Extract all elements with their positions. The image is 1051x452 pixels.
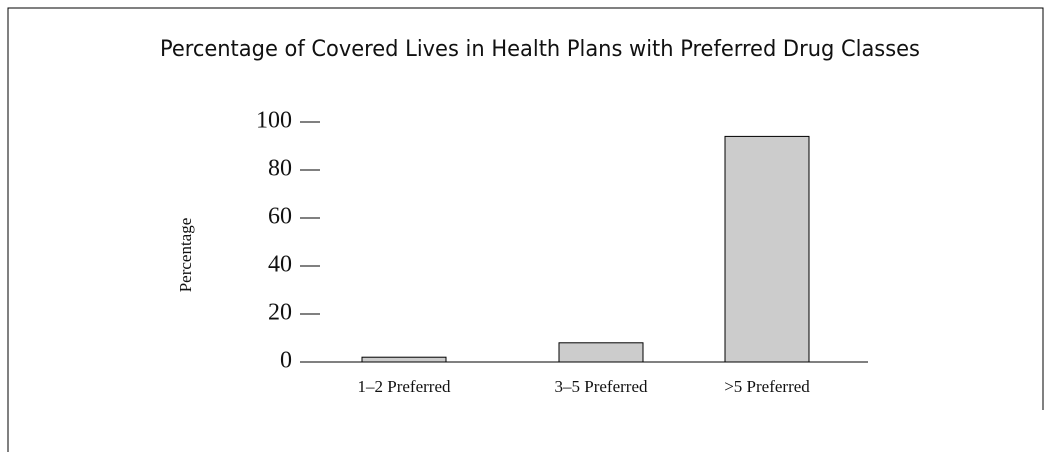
chart-title: Percentage of Covered Lives in Health Pl… — [160, 37, 920, 62]
bar — [724, 135, 810, 363]
y-tick-label: 60 — [268, 204, 292, 230]
y-tick-label: 0 — [280, 348, 292, 374]
bar — [558, 342, 644, 363]
y-tick-label: 40 — [268, 252, 292, 278]
x-tick-label: 1–2 Preferred — [358, 377, 451, 396]
bar — [361, 356, 447, 363]
y-tick-label: 100 — [256, 108, 292, 134]
y-axis-label: Percentage — [176, 218, 195, 293]
frame — [7, 7, 1044, 452]
x-tick-label: 3–5 Preferred — [555, 377, 648, 396]
y-tick-label: 20 — [268, 300, 292, 326]
x-tick-label: >5 Preferred — [724, 377, 810, 396]
y-tick-label: 80 — [268, 156, 292, 182]
